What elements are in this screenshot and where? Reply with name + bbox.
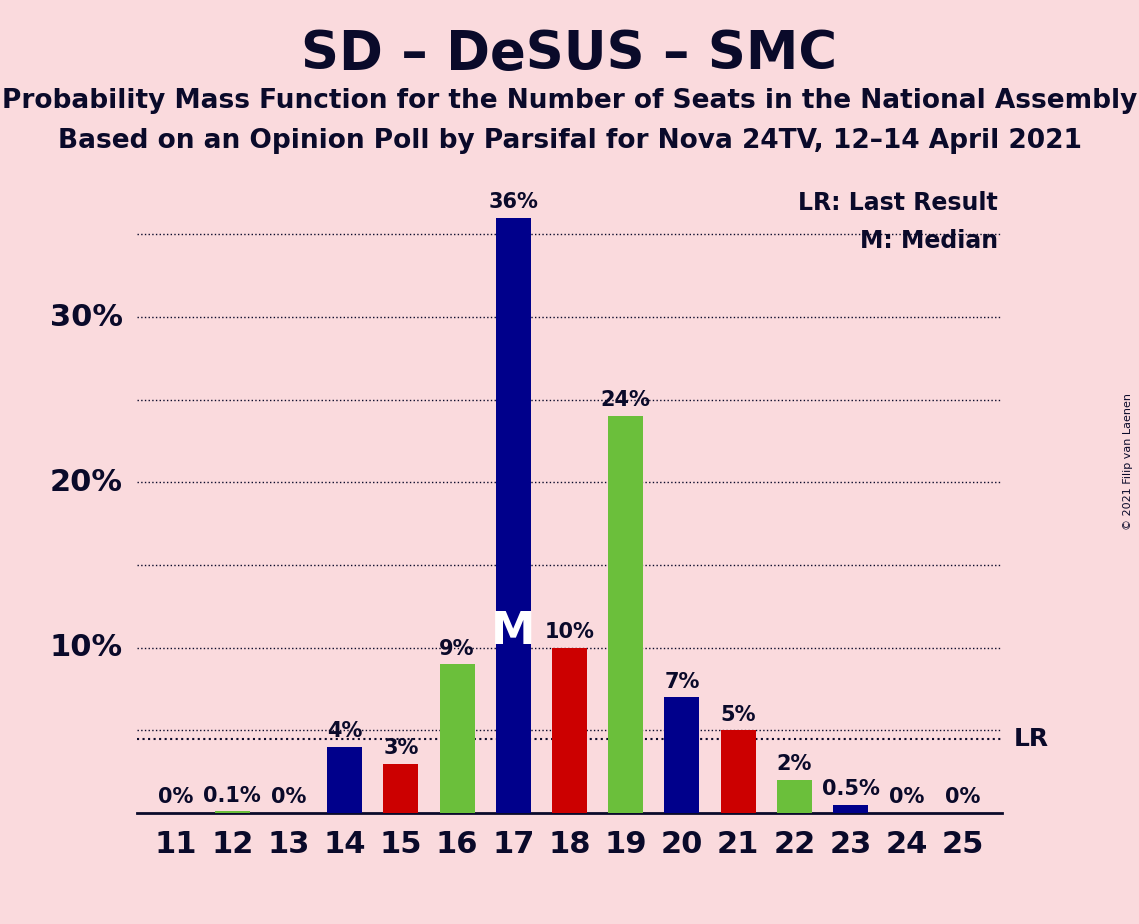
Text: Probability Mass Function for the Number of Seats in the National Assembly: Probability Mass Function for the Number… (2, 88, 1137, 114)
Bar (608, 417, 644, 813)
Text: 30%: 30% (50, 302, 123, 332)
Text: 9%: 9% (440, 638, 475, 659)
Bar (327, 747, 362, 813)
Text: LR: Last Result: LR: Last Result (798, 191, 998, 215)
Text: 0%: 0% (890, 787, 925, 808)
Text: 3%: 3% (383, 737, 418, 758)
Text: 36%: 36% (489, 192, 539, 213)
Bar (440, 664, 475, 813)
Text: 10%: 10% (544, 622, 595, 642)
Text: 7%: 7% (664, 672, 699, 691)
Bar (777, 780, 812, 813)
Text: SD – DeSUS – SMC: SD – DeSUS – SMC (302, 28, 837, 79)
Bar (215, 811, 249, 813)
Text: 0%: 0% (271, 787, 306, 808)
Text: 0%: 0% (945, 787, 981, 808)
Text: 10%: 10% (50, 633, 123, 663)
Text: 4%: 4% (327, 722, 362, 741)
Text: 5%: 5% (720, 705, 756, 724)
Text: Based on an Opinion Poll by Parsifal for Nova 24TV, 12–14 April 2021: Based on an Opinion Poll by Parsifal for… (57, 128, 1082, 153)
Text: 20%: 20% (50, 468, 123, 497)
Bar (495, 218, 531, 813)
Text: 0%: 0% (158, 787, 194, 808)
Bar (664, 698, 699, 813)
Bar (833, 805, 868, 813)
Text: 24%: 24% (600, 391, 650, 410)
Text: LR: LR (1014, 726, 1049, 750)
Text: M: Median: M: Median (860, 229, 998, 253)
Text: M: M (491, 610, 535, 652)
Text: 2%: 2% (777, 754, 812, 774)
Bar (552, 648, 587, 813)
Bar (721, 731, 755, 813)
Text: 0.5%: 0.5% (821, 779, 879, 799)
Text: © 2021 Filip van Laenen: © 2021 Filip van Laenen (1123, 394, 1133, 530)
Text: 0.1%: 0.1% (204, 785, 261, 806)
Bar (384, 763, 418, 813)
